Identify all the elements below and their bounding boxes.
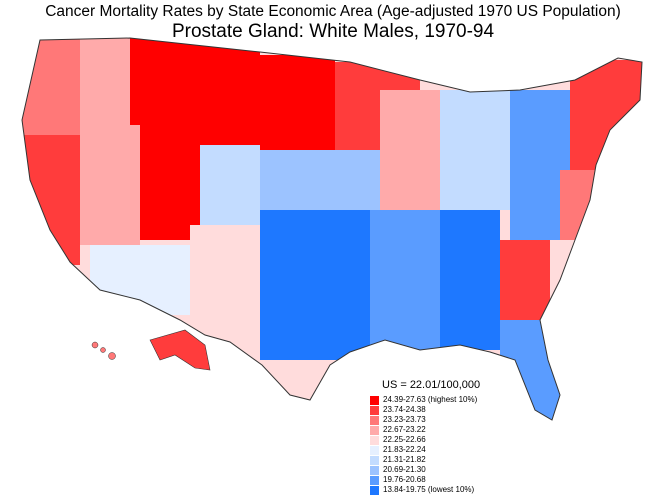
legend-label: 13.84-19.75 (lowest 10%) [383,485,475,494]
legend-swatch [370,475,379,485]
legend-swatch [370,465,379,475]
legend-swatch [370,435,379,445]
legend-item: 22.25-22.66 [370,435,570,445]
map-title: Cancer Mortality Rates by State Economic… [45,3,621,20]
legend-item: 24.39-27.63 (highest 10%) [370,395,570,405]
legend-label: 21.83-22.24 [383,445,426,454]
legend-swatch [370,445,379,455]
legend-label: 23.74-24.38 [383,405,426,414]
legend-swatch [370,405,379,415]
legend-item: 21.83-22.24 [370,445,570,455]
legend-swatch [370,455,379,465]
legend-item: 19.76-20.68 [370,475,570,485]
legend-item: 22.67-23.22 [370,425,570,435]
hawaii-region [91,341,116,360]
legend-swatch [370,415,379,425]
legend-swatch [370,395,379,405]
legend-label: 21.31-21.82 [383,455,426,464]
legend-item: 20.69-21.30 [370,465,570,475]
legend-swatch [370,485,379,495]
map-subtitle: Prostate Gland: White Males, 1970-94 [171,21,495,42]
legend-label: 22.67-23.22 [383,425,426,434]
legend-item: 23.74-24.38 [370,405,570,415]
legend-item: 13.84-19.75 (lowest 10%) [370,485,570,495]
legend-label: 24.39-27.63 (highest 10%) [383,395,478,404]
legend-swatch [370,425,379,435]
legend: US = 22.01/100,000 24.39-27.63 (highest … [370,379,570,495]
us-rate-label: US = 22.01/100,000 [382,379,481,391]
legend-label: 23.23-23.73 [383,415,426,424]
alaska-region [149,329,211,371]
legend-label: 19.76-20.68 [383,475,426,484]
legend-label: 22.25-22.66 [383,435,426,444]
legend-item: 21.31-21.82 [370,455,570,465]
legend-label: 20.69-21.30 [383,465,426,474]
legend-items: 24.39-27.63 (highest 10%) 23.74-24.38 23.2… [370,395,570,495]
legend-item: 23.23-23.73 [370,415,570,425]
